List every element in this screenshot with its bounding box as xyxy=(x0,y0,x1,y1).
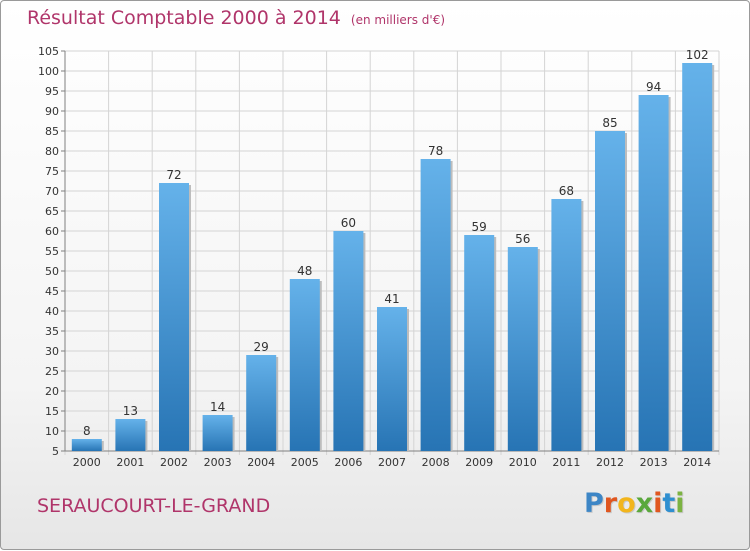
x-tick-label: 2001 xyxy=(116,456,144,469)
bar-2006 xyxy=(333,231,364,451)
bar-2005 xyxy=(289,279,320,451)
y-tick-label: 70 xyxy=(45,185,59,198)
y-tick-label: 5 xyxy=(52,445,59,458)
y-tick-label: 15 xyxy=(45,405,59,418)
data-label: 29 xyxy=(254,340,269,354)
y-tick-label: 50 xyxy=(45,265,59,278)
x-tick-label: 2013 xyxy=(640,456,668,469)
data-label: 14 xyxy=(210,400,225,414)
data-label: 8 xyxy=(83,424,91,438)
x-tick-label: 2006 xyxy=(334,456,362,469)
bar-2002 xyxy=(159,183,189,451)
logo-letter: r xyxy=(603,488,618,519)
y-tick-label: 45 xyxy=(45,285,59,298)
y-tick-label: 100 xyxy=(38,65,59,78)
logo-letter: i xyxy=(653,488,663,519)
bar-2013 xyxy=(638,95,669,451)
bar-2001 xyxy=(115,419,146,451)
data-label: 13 xyxy=(123,404,138,418)
data-label: 68 xyxy=(559,184,574,198)
x-tick-label: 2008 xyxy=(422,456,450,469)
x-tick-label: 2014 xyxy=(683,456,711,469)
x-tick-label: 2011 xyxy=(552,456,580,469)
bar-2003 xyxy=(202,415,233,451)
x-tick-label: 2009 xyxy=(465,456,493,469)
y-tick-label: 10 xyxy=(45,425,59,438)
y-tick-label: 90 xyxy=(45,105,59,118)
y-tick-label: 65 xyxy=(45,205,59,218)
data-labels: 8 13 72 14 29 48 60 41 78 59 56 68 85 94 102 xyxy=(83,48,709,438)
logo-letter: P xyxy=(584,488,604,519)
logo-letter: i xyxy=(675,488,685,519)
y-tick-label: 30 xyxy=(45,345,59,358)
data-label: 56 xyxy=(515,232,530,246)
bar-2011 xyxy=(551,199,582,451)
y-tick-label: 25 xyxy=(45,365,59,378)
bars xyxy=(71,63,715,451)
bar-2010 xyxy=(507,247,538,451)
chart-title: Résultat Comptable 2000 à 2014 (en millie… xyxy=(27,7,445,29)
proxiti-logo[interactable]: Proxiti xyxy=(584,488,685,519)
y-tick-label: 35 xyxy=(45,325,59,338)
chart-subtitle: (en milliers d'€) xyxy=(350,13,446,27)
y-tick-label: 95 xyxy=(45,85,59,98)
bar-2012 xyxy=(595,131,625,451)
bar-2014 xyxy=(682,63,713,451)
y-tick-label: 75 xyxy=(45,165,59,178)
x-tick-label: 2000 xyxy=(73,456,101,469)
y-tick-label: 105 xyxy=(38,45,59,58)
title-text: Résultat Comptable 2000 à 2014 xyxy=(27,7,341,29)
location-name: SERAUCOURT-LE-GRAND xyxy=(37,495,271,517)
data-label: 72 xyxy=(166,168,181,182)
bar-2009 xyxy=(464,235,495,451)
bar-2000 xyxy=(71,439,102,451)
logo-letter: x xyxy=(635,488,654,519)
y-tick-label: 60 xyxy=(45,225,59,238)
x-tick-label: 2012 xyxy=(596,456,624,469)
data-label: 85 xyxy=(602,116,617,130)
y-tick-label: 40 xyxy=(45,305,59,318)
logo-letter: o xyxy=(617,488,636,519)
x-tick-label: 2010 xyxy=(509,456,537,469)
logo-letter: t xyxy=(662,488,676,519)
y-tick-label: 55 xyxy=(45,245,59,258)
y-tick-label: 85 xyxy=(45,125,59,138)
data-label: 94 xyxy=(646,80,661,94)
y-tick-label: 80 xyxy=(45,145,59,158)
data-label: 78 xyxy=(428,144,443,158)
data-label: 102 xyxy=(686,48,709,62)
bar-2004 xyxy=(246,355,277,451)
x-tick-label: 2007 xyxy=(378,456,406,469)
y-tick-label: 20 xyxy=(45,385,59,398)
x-tick-label: 2003 xyxy=(204,456,232,469)
data-label: 60 xyxy=(341,216,356,230)
x-tick-label: 2005 xyxy=(291,456,319,469)
x-tick-label: 2002 xyxy=(160,456,188,469)
data-label: 59 xyxy=(472,220,487,234)
data-label: 48 xyxy=(297,264,312,278)
data-label: 41 xyxy=(384,292,399,306)
x-tick-label: 2004 xyxy=(247,456,275,469)
bar-2008 xyxy=(420,159,451,451)
bar-2007 xyxy=(377,307,407,451)
